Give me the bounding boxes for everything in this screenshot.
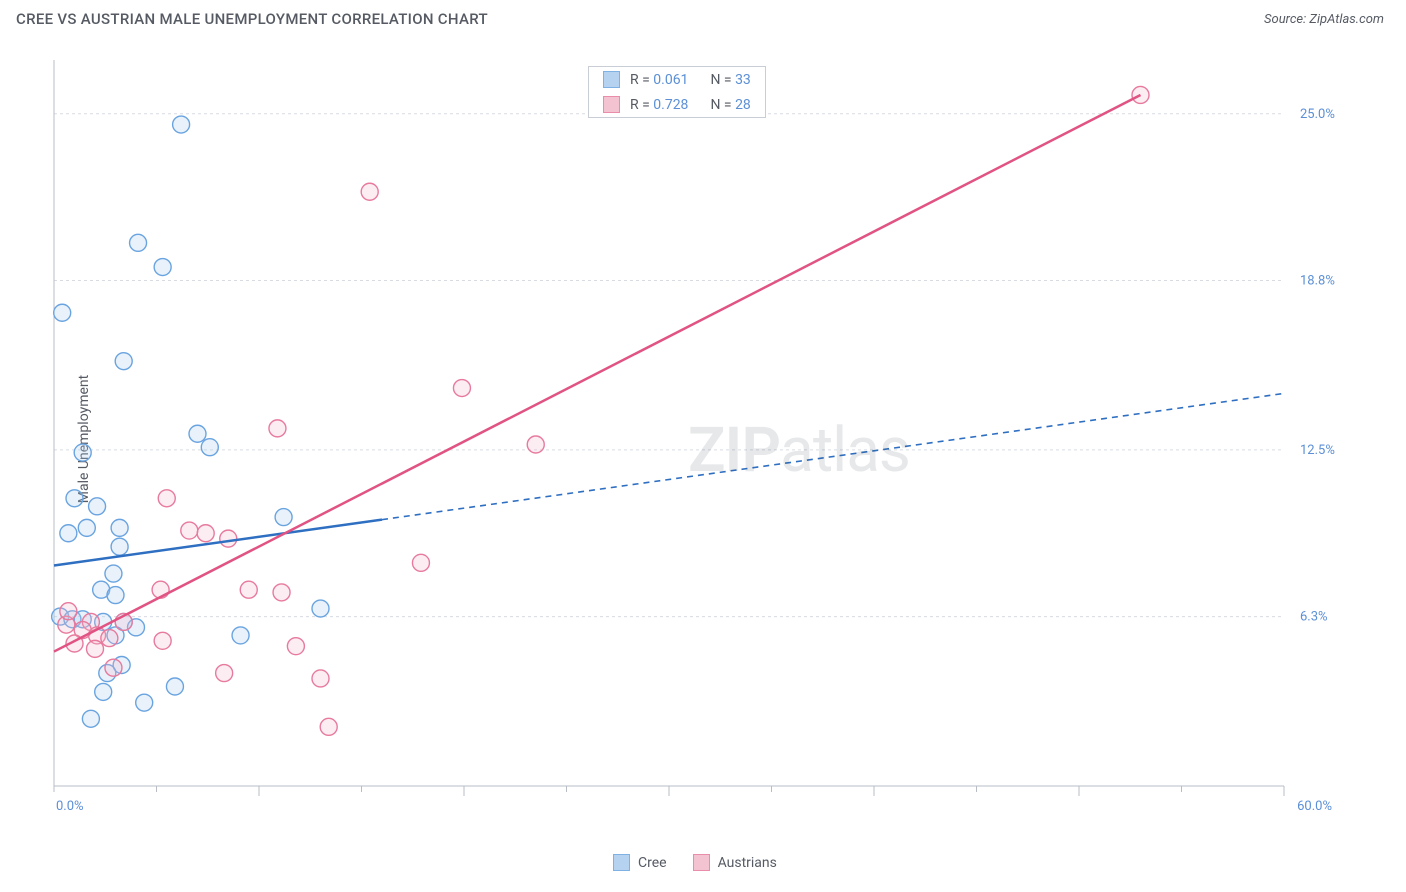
data-point: [216, 665, 233, 682]
data-point: [189, 425, 206, 442]
data-point: [453, 380, 470, 397]
data-point: [136, 694, 153, 711]
n-label: N = 28: [710, 97, 750, 113]
legend-swatch: [603, 96, 620, 113]
data-point: [312, 600, 329, 617]
data-point: [412, 554, 429, 571]
data-point: [130, 234, 147, 251]
data-point: [269, 420, 286, 437]
data-point: [273, 584, 290, 601]
data-point: [74, 444, 91, 461]
data-point: [87, 640, 104, 657]
data-point: [1132, 86, 1149, 103]
trend-line: [54, 95, 1141, 652]
data-point: [101, 630, 118, 647]
data-point: [115, 353, 132, 370]
series-legend: Cree Austrians: [613, 854, 777, 871]
series-legend-item: Austrians: [693, 854, 777, 871]
svg-text:18.8%: 18.8%: [1300, 273, 1335, 288]
scatter-plot: 6.3% 12.5% 18.8% 25.0% 0.0% 60.0%: [48, 44, 1358, 834]
data-point: [89, 498, 106, 515]
data-point: [320, 718, 337, 735]
data-point: [111, 538, 128, 555]
legend-row: R = 0.061 N = 33: [589, 67, 765, 92]
r-label: R = 0.728: [630, 97, 688, 113]
svg-text:6.3%: 6.3%: [1300, 610, 1328, 625]
data-point: [220, 530, 237, 547]
data-point: [527, 436, 544, 453]
svg-text:60.0%: 60.0%: [1297, 799, 1332, 814]
chart-title: CREE VS AUSTRIAN MALE UNEMPLOYMENT CORRE…: [16, 10, 488, 28]
svg-text:25.0%: 25.0%: [1300, 107, 1335, 122]
r-label: R = 0.061: [630, 72, 688, 88]
series-name: Cree: [638, 855, 667, 871]
legend-swatch: [693, 854, 710, 871]
data-point: [60, 603, 77, 620]
series-legend-item: Cree: [613, 854, 667, 871]
data-point: [107, 587, 124, 604]
data-point: [60, 525, 77, 542]
data-point: [105, 659, 122, 676]
data-point: [66, 490, 83, 507]
source-label: Source: ZipAtlas.com: [1264, 12, 1384, 27]
data-point: [158, 490, 175, 507]
data-point: [105, 565, 122, 582]
data-point: [181, 522, 198, 539]
data-point: [240, 581, 257, 598]
data-point: [287, 638, 304, 655]
svg-text:12.5%: 12.5%: [1300, 443, 1335, 458]
n-label: N = 33: [710, 72, 750, 88]
correlation-legend: R = 0.061 N = 33 R = 0.728 N = 28: [588, 66, 766, 118]
data-point: [54, 304, 71, 321]
data-point: [232, 627, 249, 644]
data-point: [154, 259, 171, 276]
legend-row: R = 0.728 N = 28: [589, 92, 765, 117]
trend-line-extrapolated: [382, 393, 1284, 519]
trend-line: [54, 520, 382, 566]
data-point: [197, 525, 214, 542]
chart-area: Male Unemployment 6.3%12.5%18.8%25.0%0.0…: [48, 44, 1358, 834]
data-point: [173, 116, 190, 133]
data-point: [82, 710, 99, 727]
legend-swatch: [613, 854, 630, 871]
series-name: Austrians: [718, 855, 777, 871]
data-point: [78, 519, 95, 536]
data-point: [361, 183, 378, 200]
data-point: [201, 439, 218, 456]
data-point: [111, 519, 128, 536]
svg-text:0.0%: 0.0%: [56, 799, 84, 814]
data-point: [154, 632, 171, 649]
data-point: [166, 678, 183, 695]
data-point: [275, 509, 292, 526]
data-point: [95, 683, 112, 700]
legend-swatch: [603, 71, 620, 88]
data-point: [312, 670, 329, 687]
